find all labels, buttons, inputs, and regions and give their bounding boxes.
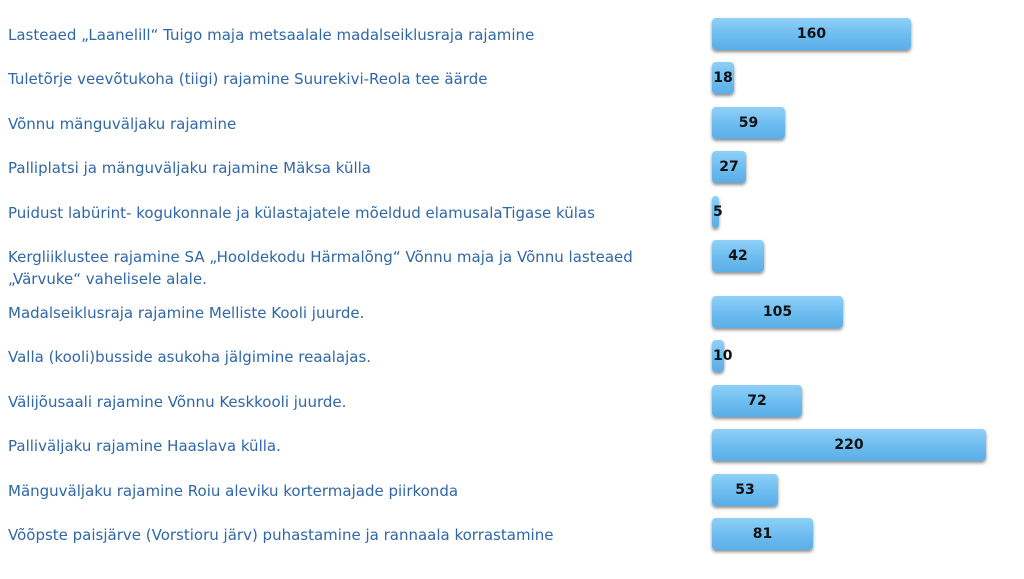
bar	[712, 385, 802, 417]
bar	[712, 62, 734, 94]
data-label: 72	[747, 393, 767, 409]
bar	[712, 474, 778, 506]
bar	[712, 429, 986, 461]
bar	[712, 340, 724, 372]
category-label: Palliplatsi ja mänguväljaku rajamine Mäk…	[8, 159, 371, 177]
data-label: 27	[719, 159, 739, 175]
data-label: 105	[762, 304, 793, 320]
category-label: Madalseiklusraja rajamine Melliste Kooli…	[8, 304, 365, 322]
category-label: Tuletõrje veevõtukoha (tiigi) rajamine S…	[8, 70, 488, 88]
bar	[712, 151, 746, 183]
bar	[712, 518, 813, 550]
category-label: Võõpste paisjärve (Vorstioru järv) puhas…	[8, 526, 554, 544]
data-label: 59	[738, 115, 759, 131]
category-label: Kergliiklustee rajamine SA „Hooldekodu H…	[8, 248, 633, 288]
data-label: 10	[713, 348, 733, 364]
data-label: 53	[735, 482, 755, 498]
data-label: 5	[713, 204, 723, 220]
category-label: Võnnu mänguväljaku rajamine	[8, 115, 237, 133]
bar	[712, 240, 764, 272]
category-label: Puidust labürint- kogukonnale ja külasta…	[8, 204, 595, 222]
category-label: Mänguväljaku rajamine Roiu aleviku korte…	[8, 482, 459, 500]
data-label: 220	[834, 437, 864, 453]
bar	[712, 196, 719, 228]
data-label: 42	[728, 248, 748, 264]
category-label: Palliväljaku rajamine Haaslava külla.	[8, 437, 281, 455]
data-label: 18	[713, 70, 733, 86]
bar	[712, 296, 843, 328]
bar	[712, 107, 785, 139]
category-label: Välijõusaali rajamine Võnnu Keskkooli ju…	[8, 393, 347, 411]
category-label: Valla (kooli)busside asukoha jälgimine r…	[8, 348, 372, 366]
data-label: 160	[796, 26, 827, 42]
data-label: 81	[752, 526, 773, 542]
bar	[712, 18, 911, 50]
category-label: Lasteaed „Laanelill“ Tuigo maja metsaala…	[8, 26, 535, 44]
